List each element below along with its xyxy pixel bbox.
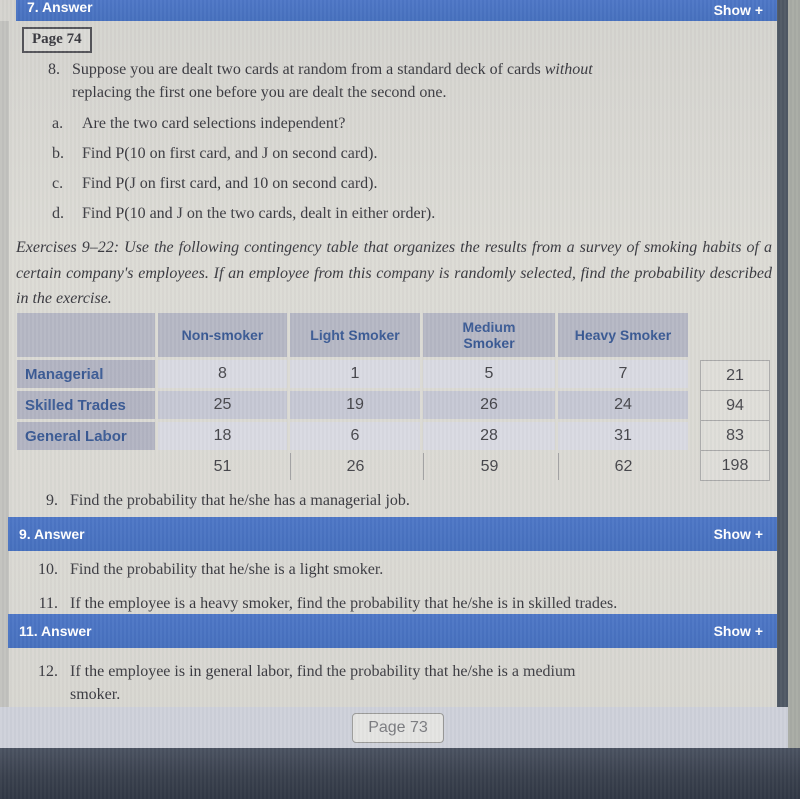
question-12-line1: If the employee is in general labor, fin… <box>70 663 576 680</box>
cell-general-nonsmoker: 18 <box>158 422 287 450</box>
total-general-labor: 83 <box>700 420 770 451</box>
left-edge-strip <box>0 21 9 707</box>
answer-bar-11[interactable]: 11. Answer Show + <box>8 614 777 648</box>
part-c-letter: c. <box>52 175 64 192</box>
question-12: 12. If the employee is in general labor,… <box>26 660 774 706</box>
question-8-number: 8. <box>48 61 60 78</box>
total-nonsmoker: 51 <box>213 457 232 475</box>
part-a-text: Are the two card selections independent? <box>82 115 346 132</box>
cell-skilled-nonsmoker: 25 <box>158 391 287 419</box>
question-12-number: 12. <box>38 663 58 680</box>
col-header-heavy-smoker: Heavy Smoker <box>558 313 688 357</box>
part-a-letter: a. <box>52 115 64 132</box>
cell-managerial-nonsmoker: 8 <box>158 360 287 388</box>
total-managerial: 21 <box>700 360 770 391</box>
part-b-text: Find P(10 on first card, and J on second… <box>82 145 378 162</box>
right-screen-edge <box>788 0 800 748</box>
total-skilled-trades: 94 <box>700 390 770 421</box>
question-12-text: If the employee is in general labor, fin… <box>70 660 575 706</box>
cell-managerial-light: 1 <box>290 360 420 388</box>
col-header-medium-smoker: Medium Smoker <box>423 313 555 357</box>
total-heavy: 62 <box>558 453 688 480</box>
question-10-text: Find the probability that he/she is a li… <box>70 561 384 578</box>
cell-managerial-heavy: 7 <box>558 360 688 388</box>
cell-managerial-medium: 5 <box>423 360 555 388</box>
cell-skilled-light: 19 <box>290 391 420 419</box>
question-8-line1: Suppose you are dealt two cards at rando… <box>72 61 545 78</box>
answer-bar-7[interactable]: 7. Answer Show + <box>16 0 777 21</box>
answer-bar-11-show-button[interactable]: Show + <box>713 623 763 639</box>
answer-bar-7-label: 7. Answer <box>27 0 93 15</box>
cell-skilled-medium: 26 <box>423 391 555 419</box>
part-d-text: Find P(10 and J on the two cards, dealt … <box>82 205 436 222</box>
page-73-label: Page 73 <box>352 713 444 743</box>
question-8-text: Suppose you are dealt two cards at rando… <box>72 58 762 104</box>
question-8-line2: replacing the first one before you are d… <box>72 84 447 101</box>
question-11-text: If the employee is a heavy smoker, find … <box>70 595 618 612</box>
question-8c: c. Find P(J on first card, and 10 on sec… <box>52 172 378 195</box>
question-11: 11. If the employee is a heavy smoker, f… <box>26 592 774 615</box>
cell-skilled-heavy: 24 <box>558 391 688 419</box>
question-9-text: Find the probability that he/she has a m… <box>70 492 410 509</box>
totals-row-empty-cell <box>17 453 155 480</box>
grand-total: 198 <box>700 450 770 481</box>
question-8: 8. Suppose you are dealt two cards at ra… <box>28 58 768 104</box>
part-d-letter: d. <box>52 205 64 222</box>
cell-general-medium: 28 <box>423 422 555 450</box>
part-b-letter: b. <box>52 145 64 162</box>
question-9: 9. Find the probability that he/she has … <box>26 489 410 512</box>
cell-general-light: 6 <box>290 422 420 450</box>
desk-background <box>0 748 800 799</box>
question-11-number: 11. <box>38 595 58 612</box>
answer-bar-9[interactable]: 9. Answer Show + <box>8 517 777 551</box>
total-medium: 59 <box>423 453 555 480</box>
question-8-italic-word: without <box>544 61 593 78</box>
page-74-label: Page 74 <box>22 27 92 53</box>
cell-general-heavy: 31 <box>558 422 688 450</box>
question-8b: b. Find P(10 on first card, and J on sec… <box>52 142 378 165</box>
row-header-general-labor: General Labor <box>17 422 155 450</box>
answer-bar-11-label: 11. Answer <box>19 623 92 639</box>
question-9-number: 9. <box>46 492 58 509</box>
table-corner-cell <box>17 313 155 357</box>
right-window-border <box>777 0 788 748</box>
total-light: 26 <box>290 453 420 480</box>
row-totals-column: 21 94 83 198 <box>700 360 770 481</box>
row-header-managerial: Managerial <box>17 360 155 388</box>
answer-bar-7-show-button[interactable]: Show + <box>713 1 763 18</box>
col-header-light-smoker: Light Smoker <box>290 313 420 357</box>
col-header-nonsmoker: Non-smoker <box>158 313 287 357</box>
question-8a: a. Are the two card selections independe… <box>52 112 345 135</box>
contingency-table: Non-smoker Light Smoker Medium Smoker He… <box>17 313 688 480</box>
answer-bar-9-show-button[interactable]: Show + <box>713 526 763 542</box>
answer-bar-9-label: 9. Answer <box>19 526 85 542</box>
part-c-text: Find P(J on first card, and 10 on second… <box>82 175 378 192</box>
row-header-skilled-trades: Skilled Trades <box>17 391 155 419</box>
question-10-number: 10. <box>38 561 58 578</box>
question-8d: d. Find P(10 and J on the two cards, dea… <box>52 202 435 225</box>
exercises-intro: Exercises 9–22: Use the following contin… <box>16 239 772 307</box>
question-10: 10. Find the probability that he/she is … <box>26 558 383 581</box>
question-12-line2: smoker. <box>70 686 121 703</box>
